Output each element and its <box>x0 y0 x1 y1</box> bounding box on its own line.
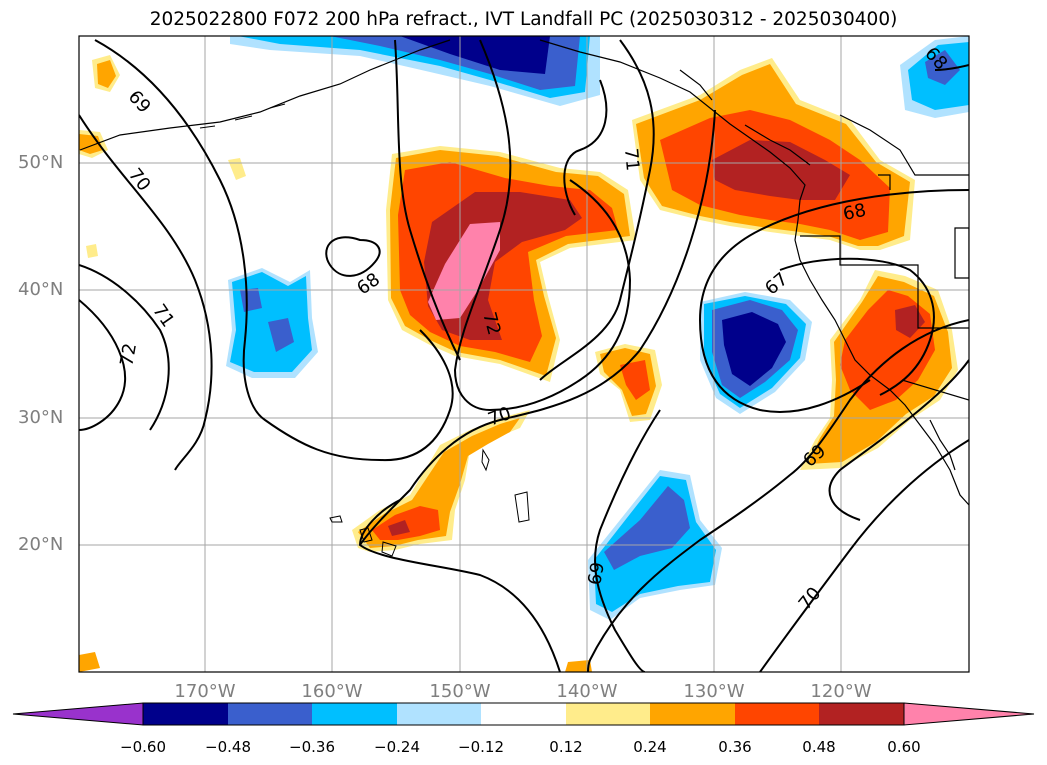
colorbar-extend-low <box>12 702 144 726</box>
colorbar-tick-label: −0.12 <box>458 738 504 756</box>
colorbar-segment <box>650 703 735 725</box>
lat-label-50n: 50°N <box>18 152 64 173</box>
lat-label-20n: 20°N <box>18 534 64 555</box>
colorbar-segment <box>228 703 312 725</box>
positive-anomaly-fill-subtropical <box>352 410 530 552</box>
colorbar-tick-label: −0.24 <box>374 738 420 756</box>
colorbar-segment <box>397 703 481 725</box>
positive-anomaly-fill-california <box>800 270 958 470</box>
colorbar-segment <box>312 703 397 725</box>
contour-label: 69 <box>584 561 609 587</box>
lat-label-40n: 40°N <box>18 279 64 300</box>
colorbar-tick-label: −0.60 <box>120 738 166 756</box>
colorbar-tick-label: 0.60 <box>887 738 921 756</box>
lon-label-150w: 150°W <box>429 681 491 702</box>
lon-label-140w: 140°W <box>556 681 618 702</box>
colorbar-tick-label: −0.48 <box>205 738 251 756</box>
figure-title: 2025022800 F072 200 hPa refract., IVT La… <box>149 9 898 30</box>
colorbar-tick-label: −0.36 <box>289 738 335 756</box>
lon-label-160w: 160°W <box>301 681 363 702</box>
lon-label-170w: 170°W <box>174 681 236 702</box>
lon-label-120w: 120°W <box>810 681 872 702</box>
negative-anomaly-fill-northeast <box>900 36 969 118</box>
contour-label: 72 <box>116 342 141 368</box>
colorbar <box>12 702 1035 726</box>
lat-label-30n: 30°N <box>18 407 64 428</box>
colorbar-segment <box>735 703 819 725</box>
negative-anomaly-fill-west <box>226 268 318 378</box>
refractivity-contours <box>79 39 969 672</box>
colorbar-tick-label: 0.24 <box>633 738 667 756</box>
gridlines <box>79 36 969 672</box>
contour-label: 68 <box>841 200 868 225</box>
colorbar-tick-label: 0.12 <box>549 738 583 756</box>
contour-label: 71 <box>620 147 643 172</box>
colorbar-extend-high <box>903 702 1035 726</box>
colorbar-segment <box>481 703 566 725</box>
colorbar-tick-label: 0.48 <box>802 738 836 756</box>
colorbar-tick-label: 0.36 <box>718 738 752 756</box>
negative-anomaly-fill-north <box>230 36 600 106</box>
map-frame <box>78 35 970 673</box>
islands <box>199 103 530 557</box>
lon-label-130w: 130°W <box>683 681 745 702</box>
colorbar-segment <box>566 703 650 725</box>
colorbar-segment <box>819 703 904 725</box>
negative-anomaly-fill-central <box>700 292 812 414</box>
colorbar-segment <box>143 703 228 725</box>
